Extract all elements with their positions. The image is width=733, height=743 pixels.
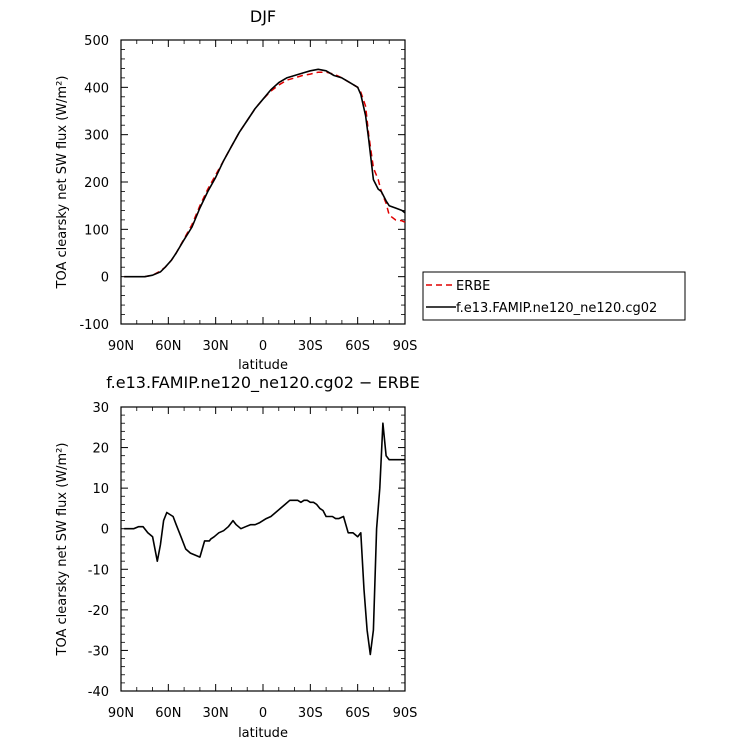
plot-title: f.e13.FAMIP.ne120_ne120.cg02 − ERBE xyxy=(106,373,420,393)
bottom-panel-difference: -40 -30 -20 -10 0 10 20 30 90N 60N 30N 0 30S 60S 90S f.… xyxy=(55,373,420,741)
y-tick-label: -20 xyxy=(88,604,109,619)
x-tick-label: 60N xyxy=(155,339,181,354)
legend-label-erbe: ERBE xyxy=(456,279,490,294)
plot-frame xyxy=(120,39,406,325)
x-tick-label: 90N xyxy=(108,706,134,721)
y-tick-label: -30 xyxy=(88,644,109,659)
x-tick-label: 90S xyxy=(393,339,418,354)
x-tick-label: 60S xyxy=(345,339,370,354)
x-tick-label: 0 xyxy=(259,706,267,721)
x-tick-label: 60S xyxy=(345,706,370,721)
series-line-model xyxy=(124,68,406,278)
x-axis-title: latitude xyxy=(238,358,288,373)
y-tick-label: 300 xyxy=(84,129,109,144)
plot-title: DJF xyxy=(250,7,276,26)
x-tick-label: 0 xyxy=(259,339,267,354)
legend-label-model: f.e13.FAMIP.ne120_ne120.cg02 xyxy=(456,301,657,316)
y-tick-label: 30 xyxy=(92,401,109,416)
y-axis-title: TOA clearsky net SW flux (W/m²) xyxy=(55,443,70,657)
x-tick-label: 90N xyxy=(108,339,134,354)
x-tick-label: 30S xyxy=(298,706,323,721)
x-tick-label: 30N xyxy=(203,706,229,721)
x-tick-label: 90S xyxy=(393,706,418,721)
legend-box xyxy=(422,271,686,321)
y-tick-label: 20 xyxy=(92,442,109,457)
y-tick-label: 0 xyxy=(101,271,109,286)
y-tick-label: -40 xyxy=(88,685,109,700)
x-tick-label: 30N xyxy=(203,339,229,354)
y-tick-label: 400 xyxy=(84,81,109,96)
x-tick-label: 60N xyxy=(155,706,181,721)
top-panel-djf: -100 0 100 200 300 400 500 90N 60N 30N 0 30S 60S 90S D… xyxy=(55,7,417,373)
y-tick-label: -100 xyxy=(79,318,109,333)
y-axis-title: TOA clearsky net SW flux (W/m²) xyxy=(55,76,70,290)
x-tick-label: 30S xyxy=(298,339,323,354)
y-tick-label: 0 xyxy=(101,523,109,538)
legend: ERBE f.e13.FAMIP.ne120_ne120.cg02 xyxy=(422,271,686,321)
y-tick-label: 10 xyxy=(92,482,109,497)
series-line-difference xyxy=(124,422,405,656)
y-tick-label: 500 xyxy=(84,34,109,49)
x-axis-title: latitude xyxy=(238,726,288,741)
y-tick-label: -10 xyxy=(88,563,109,578)
y-tick-label: 100 xyxy=(84,223,109,238)
y-tick-label: 200 xyxy=(84,176,109,191)
